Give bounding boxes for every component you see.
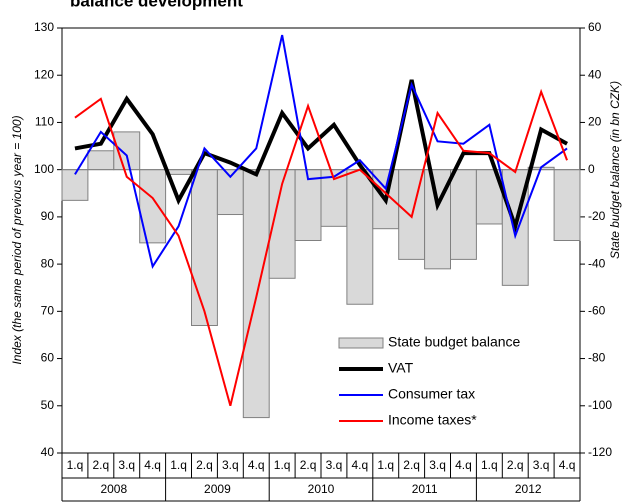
legend-label: VAT — [388, 360, 414, 376]
legend-swatch — [338, 337, 384, 349]
y-tick-label: 70 — [41, 304, 55, 318]
y2-tick-label: 60 — [588, 20, 602, 34]
bar — [450, 169, 477, 260]
x-tick-label: 3.q — [326, 458, 343, 472]
x-tick-label: 4.q — [248, 458, 265, 472]
x-tick-label: 1.q — [481, 458, 498, 472]
year-label: 2012 — [515, 482, 542, 496]
line-series — [74, 34, 568, 269]
y2-tick-label: 0 — [588, 162, 595, 176]
legend-label: Consumer tax — [388, 386, 475, 402]
bar — [113, 131, 141, 171]
x-tick-label: 3.q — [118, 458, 135, 472]
bar — [553, 169, 581, 242]
x-tick-label: 1.q — [67, 458, 84, 472]
y-tick-label: 80 — [41, 256, 55, 270]
x-tick-label: 4.q — [455, 458, 472, 472]
x-tick-label: 4.q — [559, 458, 576, 472]
x-tick-label: 1.q — [274, 458, 291, 472]
x-tick-label: 1.q — [170, 458, 187, 472]
bar — [191, 169, 218, 326]
y-tick-label: 110 — [35, 115, 54, 129]
y-axis-title: Index (the same period of previous year … — [10, 115, 24, 364]
x-tick-label: 2.q — [93, 458, 110, 472]
x-tick-label: 3.q — [222, 458, 239, 472]
line-series — [74, 88, 568, 407]
y2-tick-label: -80 — [588, 351, 606, 365]
x-tick-label: 2.q — [403, 458, 420, 472]
legend-label: State budget balance — [388, 334, 521, 350]
year-label: 2011 — [412, 482, 438, 496]
y2-tick-label: -100 — [588, 398, 612, 412]
chart-title: balance development — [70, 0, 243, 10]
y-tick-label: 120 — [34, 67, 54, 81]
y2-tick-label: -60 — [588, 304, 606, 318]
year-label: 2009 — [204, 482, 231, 496]
y2-axis-title: State budget balance (in bn CZK) — [608, 81, 622, 259]
legend-label: Income taxes* — [388, 412, 477, 428]
x-tick-label: 3.q — [533, 458, 550, 472]
y-tick-label: 130 — [34, 20, 54, 34]
x-tick-label: 4.q — [144, 458, 161, 472]
bar — [61, 169, 89, 201]
bar — [294, 169, 322, 242]
x-tick-label: 4.q — [352, 458, 369, 472]
y2-tick-label: -40 — [588, 256, 606, 270]
y-tick-label: 100 — [34, 162, 54, 176]
y-tick-label: 50 — [41, 398, 55, 412]
y-tick-label: 60 — [41, 351, 55, 365]
y2-tick-label: 40 — [588, 67, 602, 81]
year-label: 2008 — [100, 482, 127, 496]
y2-tick-label: -20 — [588, 209, 606, 223]
x-tick-label: 2.q — [300, 458, 317, 472]
bar — [346, 169, 374, 305]
x-tick-label: 3.q — [429, 458, 446, 472]
year-label: 2010 — [308, 482, 335, 496]
bar — [87, 150, 115, 171]
y2-tick-label: -120 — [588, 445, 612, 459]
x-tick-label: 2.q — [196, 458, 213, 472]
x-tick-label: 1.q — [377, 458, 394, 472]
y-tick-label: 90 — [41, 209, 55, 223]
y2-tick-label: 20 — [588, 115, 602, 129]
x-tick-label: 2.q — [507, 458, 524, 472]
y-tick-label: 40 — [41, 445, 55, 459]
legend-box — [333, 333, 547, 441]
